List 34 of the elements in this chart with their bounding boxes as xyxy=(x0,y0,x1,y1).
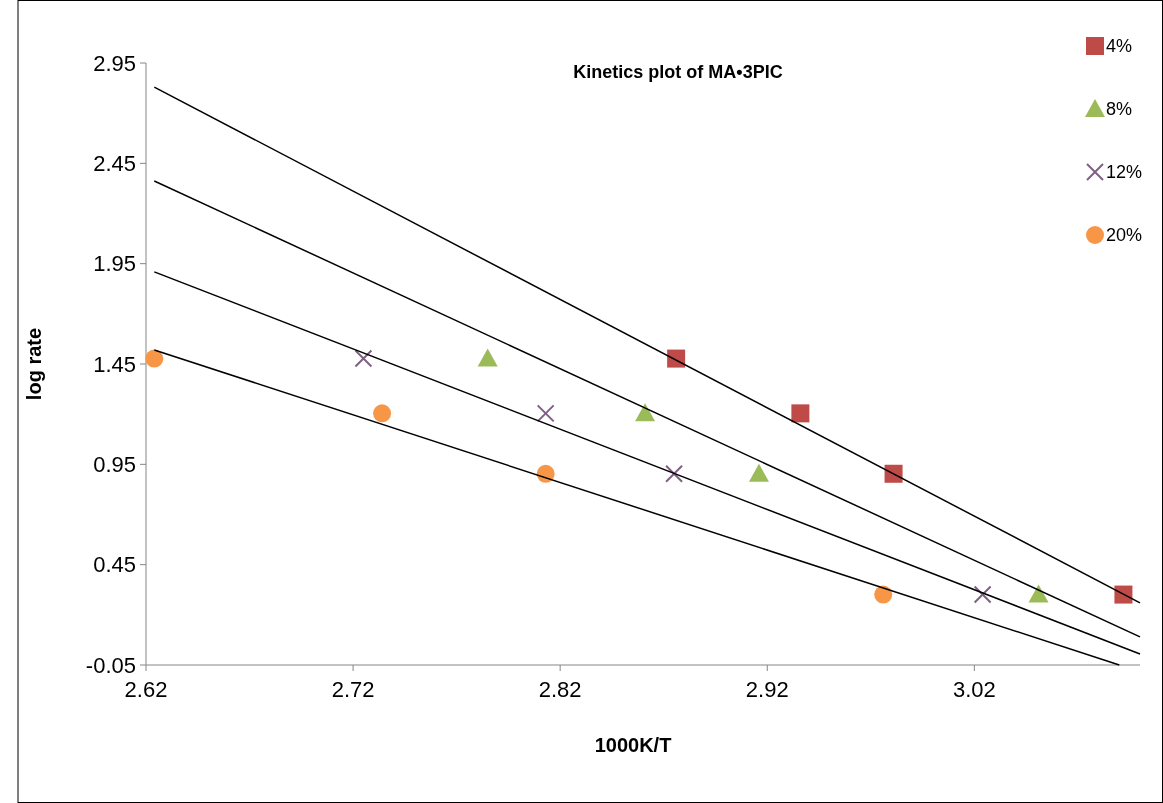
point xyxy=(354,349,373,368)
legend-label: 4% xyxy=(1106,36,1133,57)
legend-label: 8% xyxy=(1106,99,1133,120)
point xyxy=(791,404,810,423)
x-axis-title: 1000K/T xyxy=(594,734,672,756)
x-tick-label: 2.72 xyxy=(331,677,375,702)
y-tick-label: -0.05 xyxy=(85,652,136,678)
y-axis-title: log rate xyxy=(23,327,45,401)
point xyxy=(884,464,903,483)
y-tick-label: 2.95 xyxy=(93,50,136,76)
legend-label: 20% xyxy=(1106,225,1143,246)
point xyxy=(373,404,392,423)
point xyxy=(665,464,684,483)
point xyxy=(145,349,164,368)
y-tick-label: 1.45 xyxy=(93,351,136,377)
x-tick-label: 2.92 xyxy=(745,677,789,702)
x-tick-label: 2.62 xyxy=(124,677,168,702)
y-tick-label: 1.95 xyxy=(93,251,136,277)
point xyxy=(1114,585,1133,604)
x-tick-label: 2.82 xyxy=(538,677,582,702)
point xyxy=(1028,584,1049,603)
point xyxy=(536,404,555,423)
x-tick-label: 3.02 xyxy=(952,677,996,702)
legend-label: 12% xyxy=(1106,162,1143,183)
point xyxy=(667,349,686,368)
point xyxy=(477,348,498,367)
point xyxy=(973,585,992,604)
y-tick-label: 0.95 xyxy=(93,452,136,478)
point xyxy=(635,403,656,422)
point xyxy=(874,585,893,604)
chart-title: Kinetics plot of MA•3PIC xyxy=(573,62,783,82)
point xyxy=(748,463,769,482)
y-tick-label: 0.45 xyxy=(93,552,136,578)
y-tick-label: 2.45 xyxy=(93,151,136,177)
